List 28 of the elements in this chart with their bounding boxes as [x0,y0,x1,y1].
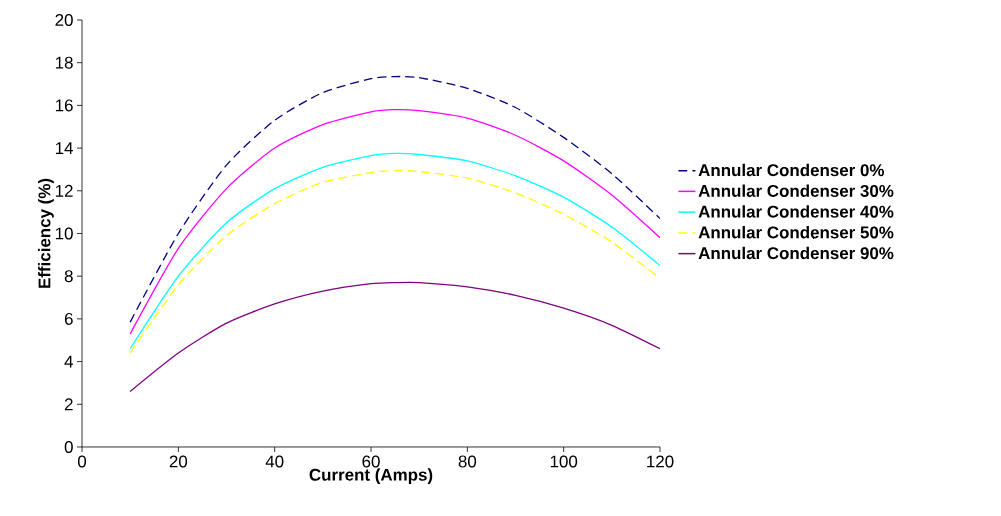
legend-label: Annular Condenser 0% [698,163,885,177]
y-tick-label: 0 [64,440,73,453]
y-axis-title: Efficiency (%) [38,178,54,288]
x-axis-title: Current (Amps) [309,468,433,485]
y-tick-label: 8 [64,270,73,283]
line-series [129,75,661,323]
y-tick-label: 2 [64,398,73,411]
legend-label: Annular Condenser 30% [698,184,894,197]
y-tick-label: 14 [55,142,73,154]
x-tick-label: 80 [458,455,477,468]
y-tick-label: 4 [64,355,73,368]
legend-label: Annular Condenser 50% [698,226,894,239]
x-tick-label: 120 [647,455,674,468]
x-tick-label: 0 [77,455,87,468]
x-tick-label: 20 [169,455,188,468]
line-series [129,281,661,393]
legend-label: Annular Condenser 90% [698,246,894,260]
x-tick-label: 60 [362,455,380,468]
line-series [129,109,661,335]
y-tick-label: 18 [55,56,73,69]
x-tick-label: 40 [265,455,284,468]
x-tick-label: 100 [550,455,578,468]
y-tick-label: 10 [55,227,73,240]
y-tick-label: 6 [64,312,73,325]
y-tick-label: 16 [55,99,73,112]
y-tick-label: 12 [55,184,73,197]
y-tick-label: 20 [55,13,73,26]
legend-label: Annular Condenser 40% [698,205,894,218]
